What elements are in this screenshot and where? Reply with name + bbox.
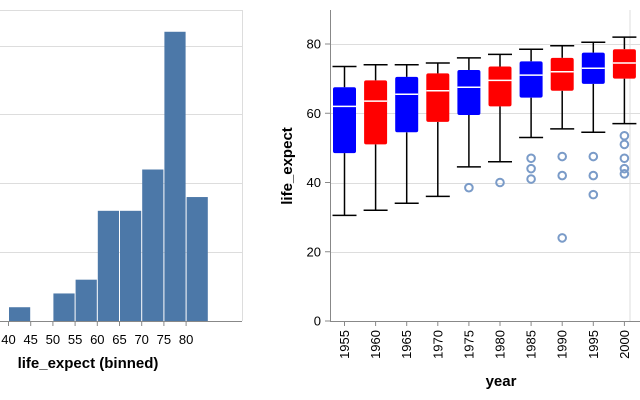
histogram-x-axis-title: life_expect (binned) xyxy=(18,355,159,372)
histogram-bar xyxy=(142,169,164,321)
histogram-bar xyxy=(186,197,208,321)
boxplot-box xyxy=(612,49,636,79)
boxplot-outlier xyxy=(526,153,536,164)
histogram-chart: 5404550556065707580 xyxy=(0,10,243,347)
boxplot-x-tick-label: 1995 xyxy=(586,330,601,359)
boxplot-x-tick-label: 1970 xyxy=(430,330,445,359)
boxplot-y-tick-label: 20 xyxy=(307,244,321,259)
boxplot-outlier xyxy=(619,139,630,150)
boxplot-y-tick-label: 80 xyxy=(307,37,321,52)
boxplot-outlier xyxy=(557,170,568,181)
boxplot-box xyxy=(395,76,419,133)
boxplot-outlier xyxy=(619,130,630,141)
boxplot-outlier xyxy=(619,163,630,174)
boxplot-x-tick-label: 1975 xyxy=(461,330,476,359)
boxplot-outlier xyxy=(588,151,599,162)
boxplot-x-tick-label: 1960 xyxy=(368,330,383,359)
histogram-bar xyxy=(120,210,142,321)
histogram-x-tick-label: 40 xyxy=(1,332,15,347)
boxplot-y-tick-label: 0 xyxy=(314,314,321,329)
boxplot-x-tick-label: 1980 xyxy=(493,330,508,359)
boxplot-x-tick-label: 1985 xyxy=(524,330,539,359)
boxplot-box xyxy=(488,66,512,107)
boxplot-x-tick-label: 2000 xyxy=(617,330,632,359)
histogram-x-tick-label: 70 xyxy=(134,332,148,347)
histogram-bar xyxy=(75,279,97,321)
boxplot-box xyxy=(364,80,388,145)
boxplot-box xyxy=(519,61,543,98)
histogram-x-tick-label: 65 xyxy=(112,332,126,347)
histogram-x-tick-label: 80 xyxy=(179,332,193,347)
boxplot-outlier xyxy=(495,177,505,188)
histogram-bar xyxy=(53,293,75,321)
boxplot-chart: 0 20 40 60 80 1955 1960 1965 1970 1975 1980 1985 199… xyxy=(307,10,640,359)
boxplot-x-tick-label: 1990 xyxy=(555,330,570,359)
histogram-x-tick-label: 50 xyxy=(46,332,60,347)
boxplot-box xyxy=(457,69,481,115)
boxplot-x-tick-label: 1965 xyxy=(399,330,414,359)
histogram-bar xyxy=(97,210,119,321)
boxplot-outlier xyxy=(619,169,630,179)
histogram-bar xyxy=(164,31,186,321)
boxplot-y-tick-label: 40 xyxy=(307,175,321,190)
boxplot-outlier xyxy=(588,170,599,181)
histogram-x-tick-label: 75 xyxy=(157,332,171,347)
boxplot-outlier xyxy=(588,189,599,200)
boxplot-outlier xyxy=(526,174,536,184)
histogram-bar xyxy=(9,307,31,321)
boxplot-box xyxy=(426,73,450,122)
boxplot-outlier xyxy=(526,163,536,174)
histogram-x-tick-label: 45 xyxy=(23,332,37,347)
boxplot-box xyxy=(333,87,356,154)
boxplot-y-axis-title: life_expect xyxy=(279,127,296,205)
boxplot-x-axis-title: year xyxy=(486,373,517,390)
boxplot-box xyxy=(550,57,574,91)
boxplot-y-tick-label: 60 xyxy=(307,106,321,121)
histogram-x-tick-label: 60 xyxy=(90,332,104,347)
histogram-x-tick-label: 55 xyxy=(68,332,82,347)
boxplot-outlier xyxy=(557,233,568,243)
boxplot-outlier xyxy=(464,182,474,193)
boxplot-outlier xyxy=(557,151,568,162)
boxplot-x-tick-label: 1955 xyxy=(337,330,352,359)
boxplot-outlier xyxy=(619,153,630,164)
